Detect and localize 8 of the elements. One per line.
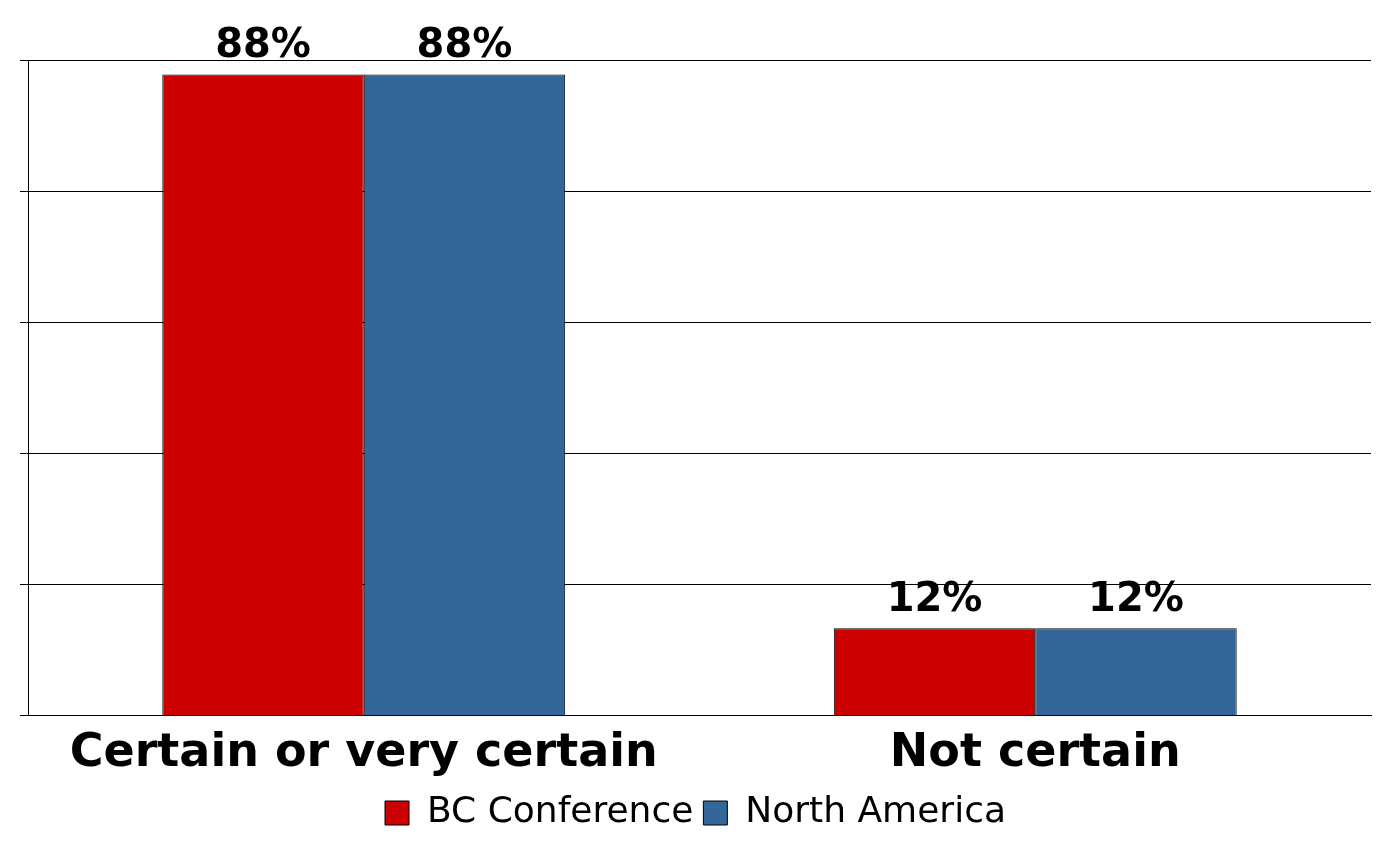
x-tick-label: Not certain <box>889 723 1181 778</box>
data-label: 12% <box>886 573 983 620</box>
legend-label: BC Conference <box>427 789 694 831</box>
legend-label: North America <box>745 789 1007 831</box>
data-label: 88% <box>416 19 513 66</box>
data-label: 12% <box>1088 573 1184 620</box>
x-tick-label: Certain or very certain <box>69 723 658 778</box>
data-label: 88% <box>215 19 311 66</box>
